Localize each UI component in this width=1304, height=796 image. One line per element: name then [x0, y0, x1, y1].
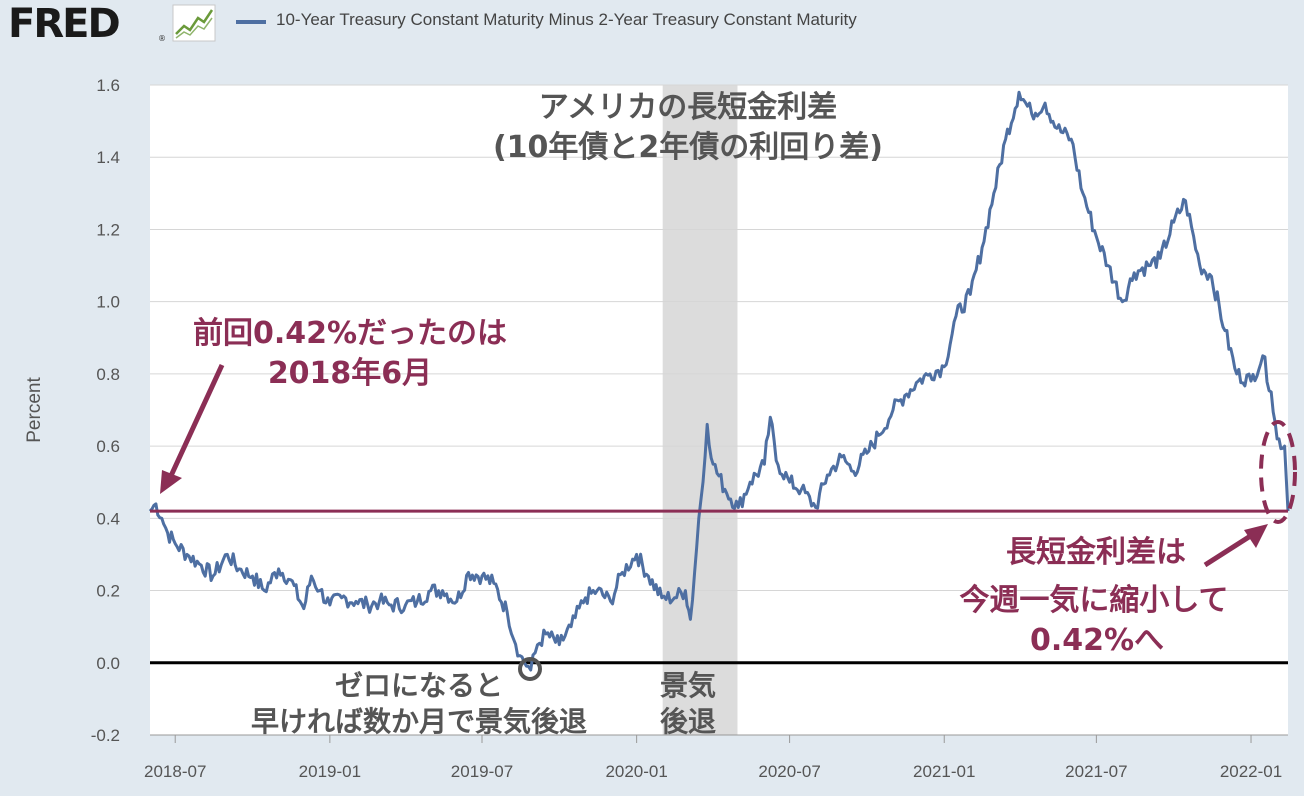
recession-label-line: 後退	[660, 705, 716, 738]
y-tick-label: -0.2	[91, 726, 120, 745]
annotation-zero-line: 早ければ数か月で景気後退	[251, 705, 587, 738]
annotation-left-arrow	[167, 363, 225, 480]
legend-swatch	[236, 20, 266, 24]
x-tick-label: 2020-01	[605, 762, 667, 781]
annotation-right-arrowhead	[1244, 524, 1268, 548]
y-tick-label: 1.2	[96, 220, 120, 239]
y-tick-label: 0.4	[96, 509, 120, 528]
y-tick-label: 0.0	[96, 654, 120, 673]
y-tick-label: 1.6	[96, 76, 120, 95]
annotation-left-line: 前回0.42%だったのは	[193, 316, 507, 351]
chart-title-line: アメリカの長短金利差	[539, 90, 838, 125]
annotation-right-line: 0.42%へ	[1030, 623, 1164, 658]
x-tick-label: 2021-07	[1065, 762, 1127, 781]
registered-mark: ®	[158, 34, 166, 43]
x-tick-label: 2019-07	[451, 762, 513, 781]
annotation-left-line: 2018年6月	[268, 356, 432, 391]
y-tick-label: 1.0	[96, 293, 120, 312]
y-tick-label: 0.2	[96, 582, 120, 601]
annotation-right-arrow	[1203, 532, 1254, 568]
annotation-right-line: 今週一気に縮小して	[959, 583, 1228, 618]
y-tick-label: 0.6	[96, 437, 120, 456]
fred-logo[interactable]: FRED	[8, 1, 121, 47]
x-tick-label: 2019-01	[299, 762, 361, 781]
zero-crossing-marker	[518, 657, 542, 681]
y-tick-label: 0.8	[96, 365, 120, 384]
annotation-zero-line: ゼロになると	[335, 669, 503, 702]
y-tick-label: 1.4	[96, 148, 120, 167]
x-tick-label: 2022-01	[1220, 762, 1282, 781]
annotation-highlight-ellipse	[1259, 420, 1297, 524]
annotation-left-arrowhead	[160, 470, 182, 494]
recession-band	[662, 85, 738, 735]
chart-header: FRED ® 10-Year Treasury Constant Maturit…	[0, 0, 1304, 46]
series-line	[148, 90, 1290, 672]
annotation-right-line: 長短金利差は	[1006, 535, 1186, 570]
recession-label-line: 景気	[660, 669, 716, 702]
legend-series-label[interactable]: 10-Year Treasury Constant Maturity Minus…	[276, 10, 857, 29]
x-tick-label: 2018-07	[144, 762, 206, 781]
chart-logo-icon	[172, 4, 216, 42]
x-tick-label: 2021-01	[913, 762, 975, 781]
chart-title-line: (10年債と2年債の利回り差)	[493, 130, 883, 165]
y-axis-label: Percent	[24, 377, 45, 443]
x-tick-label: 2020-07	[758, 762, 820, 781]
